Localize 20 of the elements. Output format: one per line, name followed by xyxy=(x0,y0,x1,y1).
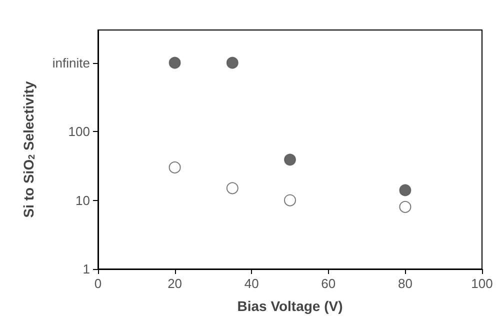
x-tick-label: 60 xyxy=(321,276,336,291)
x-tick-label: 100 xyxy=(471,276,493,291)
point xyxy=(284,154,296,166)
x-tick-label: 40 xyxy=(244,276,259,291)
point xyxy=(168,161,181,174)
x-axis-title: Bias Voltage (V) xyxy=(237,298,343,314)
y-tick-label: 1 xyxy=(82,262,90,276)
x-tick-label: 80 xyxy=(398,276,412,291)
y-tick-label: 10 xyxy=(76,192,90,208)
point xyxy=(168,56,181,69)
point xyxy=(399,184,412,196)
point xyxy=(284,194,296,206)
point xyxy=(226,182,238,194)
x-tick-label: 20 xyxy=(168,276,182,291)
x-tick-label: 0 xyxy=(94,276,102,291)
y-axis-title: Si to SiO2 Selectivity xyxy=(20,81,36,218)
point xyxy=(226,56,238,69)
y-tick-label: infinite xyxy=(52,55,90,70)
point xyxy=(399,200,412,213)
y-tick-label: 100 xyxy=(68,124,90,140)
